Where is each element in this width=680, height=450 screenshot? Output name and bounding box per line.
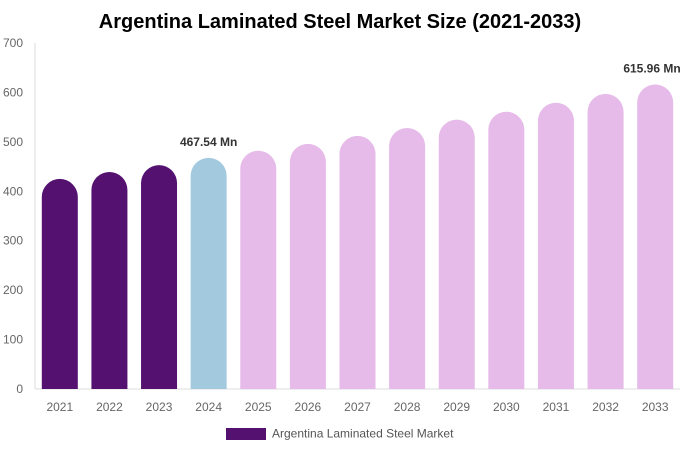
bar-2026[interactable] (289, 143, 326, 389)
x-tick-label: 2025 (245, 400, 272, 414)
y-tick-label: 100 (3, 333, 23, 347)
x-tick-label: 2030 (493, 400, 520, 414)
x-tick-label: 2028 (394, 400, 421, 414)
bar-2022[interactable] (91, 172, 128, 389)
bar-2023[interactable] (141, 165, 178, 389)
bar-2025[interactable] (240, 150, 277, 389)
bar-2031[interactable] (537, 102, 574, 390)
x-tick-label: 2024 (195, 400, 222, 414)
x-tick-label: 2023 (146, 400, 173, 414)
x-tick-label: 2022 (96, 400, 123, 414)
y-tick-label: 0 (16, 382, 23, 396)
data-label: 615.96 Mn (623, 62, 680, 76)
bar-2029[interactable] (438, 119, 475, 389)
bar-2033[interactable] (637, 84, 674, 390)
y-tick-label: 500 (3, 135, 23, 149)
bar-2030[interactable] (488, 111, 525, 389)
x-tick-label: 2031 (543, 400, 570, 414)
y-tick-label: 600 (3, 85, 23, 99)
bar-2032[interactable] (587, 93, 624, 389)
chart-title: Argentina Laminated Steel Market Size (2… (99, 11, 581, 33)
data-label: 467.54 Mn (180, 135, 237, 149)
x-tick-label: 2027 (344, 400, 371, 414)
y-tick-label: 700 (3, 36, 23, 50)
x-tick-label: 2029 (443, 400, 470, 414)
bar-2027[interactable] (339, 135, 376, 389)
x-tick-label: 2026 (295, 400, 322, 414)
x-tick-label: 2032 (592, 400, 619, 414)
y-tick-label: 400 (3, 184, 23, 198)
legend-swatch (226, 428, 266, 440)
y-tick-label: 300 (3, 234, 23, 248)
legend-label[interactable]: Argentina Laminated Steel Market (272, 427, 454, 441)
bar-2028[interactable] (389, 128, 426, 389)
x-tick-label: 2021 (46, 400, 73, 414)
bar-2021[interactable] (41, 178, 78, 389)
bar-2024[interactable] (190, 157, 227, 389)
x-tick-label: 2033 (642, 400, 669, 414)
y-tick-label: 200 (3, 283, 23, 297)
